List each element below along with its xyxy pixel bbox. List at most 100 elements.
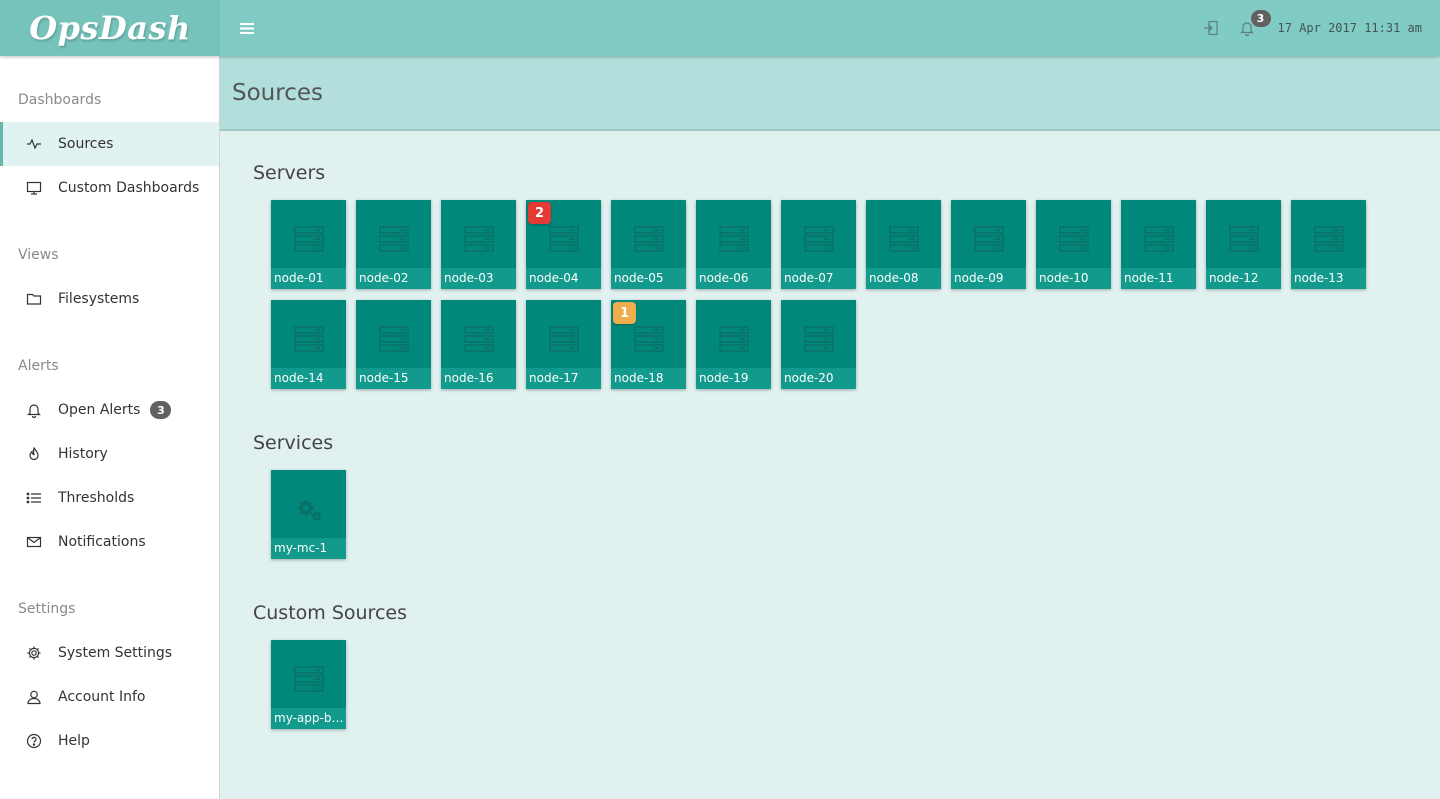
sidebar-item-label: System Settings xyxy=(58,645,173,661)
gears-icon xyxy=(294,494,324,524)
sidebar-item-open-alerts[interactable]: Open Alerts 3 xyxy=(0,388,219,432)
source-tile-label: node-08 xyxy=(866,268,941,289)
server-icon xyxy=(1229,224,1259,254)
sidebar-item-label: Account Info xyxy=(58,689,146,705)
source-tile[interactable]: node-19 xyxy=(696,300,771,389)
list-icon xyxy=(26,490,42,506)
alert-count-badge[interactable]: 1 xyxy=(613,302,636,324)
source-tile[interactable]: node-07 xyxy=(781,200,856,289)
user-icon xyxy=(26,689,42,705)
top-bar: OpsDash 3 17 Apr 2017 11:31 am xyxy=(0,0,1440,56)
server-icon xyxy=(379,324,409,354)
brand-name[interactable]: OpsDash xyxy=(29,9,191,47)
help-circle-icon xyxy=(26,733,42,749)
activity-icon xyxy=(26,136,42,152)
bell-count-badge: 3 xyxy=(1250,10,1271,27)
source-tile-label: node-15 xyxy=(356,368,431,389)
server-icon xyxy=(294,224,324,254)
source-tile[interactable]: node-16 xyxy=(441,300,516,389)
sidebar-item-label: Sources xyxy=(58,136,114,152)
source-tile[interactable]: node-18 1 xyxy=(611,300,686,389)
source-tile[interactable]: node-14 xyxy=(271,300,346,389)
server-icon xyxy=(294,664,324,694)
sidebar-item-filesystems[interactable]: Filesystems xyxy=(0,277,219,321)
brand-logo[interactable]: OpsDash xyxy=(0,0,220,56)
sidebar-item-notifications[interactable]: Notifications xyxy=(0,520,219,564)
server-icon xyxy=(549,224,579,254)
sidebar-item-sources[interactable]: Sources xyxy=(0,122,219,166)
source-tile[interactable]: node-10 xyxy=(1036,200,1111,289)
mail-icon xyxy=(26,534,42,550)
source-tile[interactable]: my-app-bac... xyxy=(271,640,346,729)
source-tile-label: my-app-bac... xyxy=(271,708,346,729)
source-tile[interactable]: node-13 xyxy=(1291,200,1366,289)
gear-icon xyxy=(26,645,42,661)
section-title-custom-sources: Custom Sources xyxy=(253,602,407,624)
sidebar-item-thresholds[interactable]: Thresholds xyxy=(0,476,219,520)
server-icon xyxy=(379,224,409,254)
nav-group-dashboards: Dashboards xyxy=(18,92,102,108)
source-tile-label: node-02 xyxy=(356,268,431,289)
source-tile-label: node-14 xyxy=(271,368,346,389)
open-alerts-count-badge: 3 xyxy=(150,401,172,419)
server-icon xyxy=(804,224,834,254)
alert-count-badge[interactable]: 2 xyxy=(528,202,551,224)
source-tile[interactable]: node-01 xyxy=(271,200,346,289)
monitor-icon xyxy=(26,180,42,196)
sidebar-item-account-info[interactable]: Account Info xyxy=(0,675,219,719)
hamburger-icon[interactable] xyxy=(238,18,256,38)
nav-group-views: Views xyxy=(18,247,59,263)
source-tile[interactable]: node-11 xyxy=(1121,200,1196,289)
source-tile[interactable]: node-03 xyxy=(441,200,516,289)
sidebar-item-label: Notifications xyxy=(58,534,146,550)
server-icon xyxy=(464,324,494,354)
server-icon xyxy=(634,324,664,354)
source-tile-label: node-06 xyxy=(696,268,771,289)
source-tile-label: node-05 xyxy=(611,268,686,289)
page-title: Sources xyxy=(232,79,323,106)
source-tile-label: node-19 xyxy=(696,368,771,389)
bell-icon xyxy=(1239,22,1254,36)
source-tile-label: node-12 xyxy=(1206,268,1281,289)
source-tile[interactable]: node-12 xyxy=(1206,200,1281,289)
sidebar-item-help[interactable]: Help xyxy=(0,719,219,763)
section-title-services: Services xyxy=(253,432,334,454)
notifications-bell[interactable]: 3 xyxy=(1236,10,1271,39)
source-tile-label: node-09 xyxy=(951,268,1026,289)
source-tile[interactable]: node-04 2 xyxy=(526,200,601,289)
server-icon xyxy=(1059,224,1089,254)
sidebar-item-label: Help xyxy=(58,733,90,749)
source-tile[interactable]: node-17 xyxy=(526,300,601,389)
source-tile[interactable]: node-06 xyxy=(696,200,771,289)
logout-icon[interactable] xyxy=(1200,17,1222,39)
server-icon xyxy=(464,224,494,254)
source-tile-label: node-17 xyxy=(526,368,601,389)
sidebar-item-history[interactable]: History xyxy=(0,432,219,476)
sidebar-item-label: Open Alerts xyxy=(58,402,141,418)
source-tile-label: node-16 xyxy=(441,368,516,389)
source-tile[interactable]: node-20 xyxy=(781,300,856,389)
sidebar-item-custom-dashboards[interactable]: Custom Dashboards xyxy=(0,166,219,210)
source-tile[interactable]: node-02 xyxy=(356,200,431,289)
source-tile-label: node-01 xyxy=(271,268,346,289)
server-icon xyxy=(804,324,834,354)
source-tile-label: node-18 xyxy=(611,368,686,389)
server-icon xyxy=(634,224,664,254)
sidebar-item-label: Filesystems xyxy=(58,291,140,307)
source-tile[interactable]: node-09 xyxy=(951,200,1026,289)
bell-icon xyxy=(26,402,42,418)
source-tile[interactable]: node-08 xyxy=(866,200,941,289)
server-icon xyxy=(974,224,1004,254)
source-tile-label: my-mc-1 xyxy=(271,538,346,559)
server-icon xyxy=(1314,224,1344,254)
source-tile[interactable]: node-15 xyxy=(356,300,431,389)
page-header: Sources xyxy=(220,56,1440,131)
source-tile[interactable]: node-05 xyxy=(611,200,686,289)
nav-group-settings: Settings xyxy=(18,601,76,617)
sidebar-item-label: Thresholds xyxy=(58,490,135,506)
source-tile[interactable]: my-mc-1 xyxy=(271,470,346,559)
sidebar-item-system-settings[interactable]: System Settings xyxy=(0,631,219,675)
sidebar-item-label: Custom Dashboards xyxy=(58,180,200,196)
source-tile-label: node-10 xyxy=(1036,268,1111,289)
server-icon xyxy=(294,324,324,354)
